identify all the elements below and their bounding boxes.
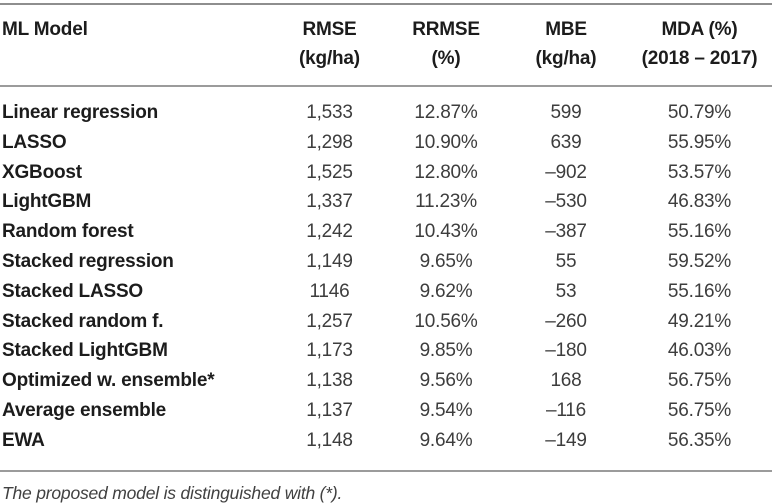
model-name-cell: Average ensemble [2, 399, 167, 421]
mbe-cell: –116 [545, 399, 587, 421]
mda-cell: 56.75% [667, 370, 732, 392]
mda-cell: 53.57% [667, 161, 732, 183]
column-header-line1: RRMSE [412, 19, 480, 40]
model-name-cell: Linear regression [2, 102, 159, 123]
column-header-rmse: RMSE (kg/ha) [272, 4, 387, 87]
table-row: Linear regression 1,533 12.87% 599 50.79… [0, 86, 772, 128]
table-row: Stacked LightGBM 1,173 9.85% –180 46.03% [0, 336, 772, 366]
column-header-line2: (%) [431, 48, 461, 69]
rmse-cell: 1,242 [306, 221, 353, 243]
table-header: ML Model RMSE (kg/ha) RRMSE (%) MBE (kg/… [0, 4, 772, 87]
rmse-cell: 1,137 [306, 399, 353, 421]
table-row: Stacked random f. 1,257 10.56% –260 49.2… [0, 307, 772, 337]
column-header-mbe: MBE (kg/ha) [505, 4, 627, 87]
rrmse-cell: 9.54% [419, 399, 473, 421]
rmse-cell: 1,257 [306, 310, 353, 332]
table-row: EWA 1,148 9.64% –149 56.35% [0, 426, 772, 470]
rmse-cell: 1146 [309, 280, 350, 302]
rrmse-cell: 9.56% [419, 370, 473, 392]
mbe-cell: 53 [555, 280, 577, 302]
model-name-cell: EWA [2, 429, 45, 451]
rmse-cell: 1,337 [306, 191, 353, 213]
column-header-line1: MBE [545, 19, 587, 40]
mbe-cell: –902 [545, 161, 587, 183]
mbe-cell: –260 [545, 310, 587, 332]
table-bottom-rule [0, 469, 772, 472]
rmse-cell: 1,138 [306, 370, 353, 392]
model-name-cell: Stacked random f. [2, 310, 164, 332]
rrmse-cell: 9.62% [419, 280, 473, 302]
model-name-cell: LightGBM [2, 191, 92, 213]
mda-cell: 49.21% [667, 310, 732, 332]
column-header-line1: MDA (%) [661, 19, 738, 40]
model-name-cell: Optimized w. ensemble* [2, 370, 215, 392]
mda-cell: 50.79% [667, 102, 732, 123]
model-name-cell: Random forest [2, 221, 134, 243]
rrmse-cell: 9.65% [419, 250, 473, 272]
model-name-cell: Stacked LASSO [2, 280, 144, 302]
mda-cell: 56.75% [667, 399, 732, 421]
mbe-cell: –387 [545, 221, 587, 243]
model-name-cell: XGBoost [2, 161, 82, 183]
rmse-cell: 1,173 [306, 340, 353, 362]
column-header-line1: ML Model [2, 19, 88, 40]
rmse-cell: 1,149 [306, 250, 353, 272]
rrmse-cell: 12.80% [414, 161, 478, 183]
table-row: Random forest 1,242 10.43% –387 55.16% [0, 217, 772, 247]
table-body: Linear regression 1,533 12.87% 599 50.79… [0, 86, 772, 470]
rrmse-cell: 10.56% [414, 310, 478, 332]
mbe-cell: 639 [550, 131, 582, 153]
rmse-cell: 1,525 [306, 161, 353, 183]
mda-cell: 55.16% [667, 280, 732, 302]
mbe-cell: 599 [550, 102, 582, 123]
table-row: LASSO 1,298 10.90% 639 55.95% [0, 128, 772, 158]
mbe-cell: –530 [545, 191, 587, 213]
table-row: XGBoost 1,525 12.80% –902 53.57% [0, 158, 772, 188]
mda-cell: 56.35% [667, 429, 732, 451]
rrmse-cell: 12.87% [414, 102, 478, 123]
mbe-cell: 55 [555, 250, 577, 272]
column-header-ml-model: ML Model [0, 4, 272, 87]
mda-cell: 59.52% [667, 250, 732, 272]
rmse-cell: 1,533 [306, 102, 353, 123]
ml-model-results-table: ML Model RMSE (kg/ha) RRMSE (%) MBE (kg/… [0, 3, 772, 470]
model-name-cell: Stacked LightGBM [2, 340, 168, 362]
column-header-line1: RMSE [302, 19, 357, 40]
rmse-cell: 1,298 [306, 131, 353, 153]
column-header-rrmse: RRMSE (%) [387, 4, 505, 87]
column-header-line2: (2018 – 2017) [641, 48, 758, 69]
rrmse-cell: 9.85% [419, 340, 473, 362]
rrmse-cell: 9.64% [419, 429, 473, 451]
rmse-cell: 1,148 [306, 429, 353, 451]
rrmse-cell: 10.90% [414, 131, 478, 153]
mbe-cell: –149 [545, 429, 587, 451]
table-row: LightGBM 1,337 11.23% –530 46.83% [0, 187, 772, 217]
mbe-cell: 168 [550, 370, 582, 392]
table-header-row: ML Model RMSE (kg/ha) RRMSE (%) MBE (kg/… [0, 4, 772, 87]
table-row: Stacked LASSO 1146 9.62% 53 55.16% [0, 277, 772, 307]
table-row: Average ensemble 1,137 9.54% –116 56.75% [0, 396, 772, 426]
model-name-cell: Stacked regression [2, 250, 174, 272]
column-header-line2: (kg/ha) [299, 48, 360, 69]
mda-cell: 55.95% [667, 131, 732, 153]
rrmse-cell: 10.43% [414, 221, 478, 243]
table-footnote: The proposed model is distinguished with… [2, 482, 343, 503]
mbe-cell: –180 [545, 340, 587, 362]
mda-cell: 46.03% [667, 340, 732, 362]
table-row: Optimized w. ensemble* 1,138 9.56% 168 5… [0, 366, 772, 396]
mda-cell: 46.83% [667, 191, 732, 213]
model-name-cell: LASSO [2, 131, 67, 153]
rrmse-cell: 11.23% [415, 191, 477, 213]
table-row: Stacked regression 1,149 9.65% 55 59.52% [0, 247, 772, 277]
mda-cell: 55.16% [667, 221, 732, 243]
column-header-line2: (kg/ha) [535, 48, 597, 69]
column-header-mda: MDA (%) (2018 – 2017) [627, 4, 772, 87]
